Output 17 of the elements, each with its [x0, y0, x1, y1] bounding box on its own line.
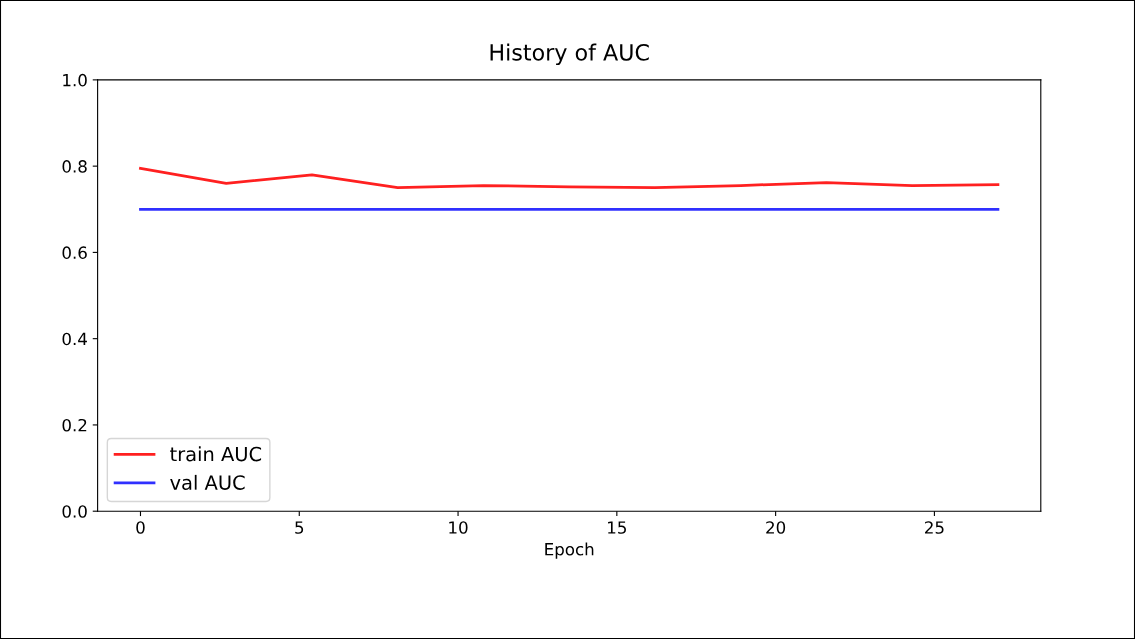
legend-label: val AUC: [170, 474, 245, 490]
y-tick-label: 1.0: [63, 73, 87, 87]
x-tick-label: 5: [295, 521, 304, 534]
x-tick-label: 20: [766, 521, 786, 534]
x-tick-label: 15: [608, 521, 626, 534]
y-tick-label: 0.2: [62, 418, 87, 432]
y-tick-label: 0.8: [62, 160, 87, 173]
x-tick-label: 10: [449, 521, 468, 534]
y-tick-label: 0.6: [62, 246, 87, 259]
x-axis-title: Epoch: [545, 542, 594, 559]
y-tick-label: 0.4: [62, 332, 87, 346]
line-series: [139, 166, 1000, 190]
x-tick-label: 25: [925, 521, 944, 534]
chart-title: History of AUC: [490, 43, 649, 66]
y-tick-label: 0.0: [62, 505, 87, 518]
x-tick-label: 0: [136, 521, 145, 534]
legend-label: train AUC: [170, 446, 262, 462]
